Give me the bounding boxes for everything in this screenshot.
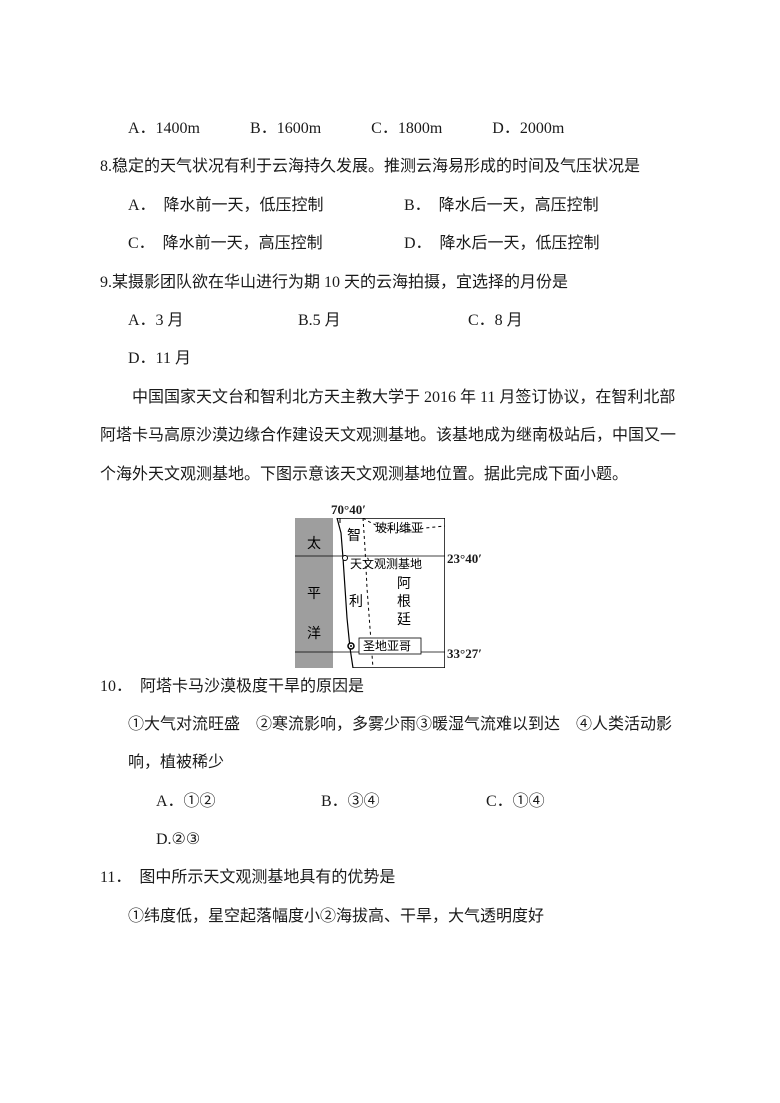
argentina-label-1: 阿 [397,576,411,592]
chile-label-1: 智 [347,528,361,544]
q11-text: 11． 图中所示天文观测基地具有的优势是 [100,859,680,897]
q9-option-c: C．8 月 [468,302,588,340]
q8-option-b: B． 降水后一天，高压控制 [404,187,680,225]
q11-stems: ①纬度低，星空起落幅度小②海拔高、干旱，大气透明度好 [100,898,680,936]
q10-option-d: D.②③ [156,821,200,859]
pacific-label-3: 洋 [307,626,321,642]
map-svg: 太 平 洋 智 利 玻利维亚 天文观测基地 阿 根 廷 圣地亚哥 [295,518,445,668]
q9-text: 9.某摄影团队欲在华山进行为期 10 天的云海拍摄，宜选择的月份是 [100,264,680,302]
q7-option-b: B．1600m [250,110,321,148]
map-figure: 70°40′ [100,502,680,668]
passage-text: 中国国家天文台和智利北方天主教大学于 2016 年 11 月签订协议，在智利北部… [100,379,680,494]
q8-option-d: D． 降水后一天，低压控制 [404,225,680,263]
pacific-label-2: 平 [307,587,321,602]
bolivia-label: 玻利维亚 [375,521,423,535]
q10-option-b: B．③④ [321,783,436,821]
q9-option-b: B.5 月 [298,302,418,340]
q9-option-a: A．3 月 [128,302,248,340]
chile-label-2: 利 [349,594,363,610]
q7-option-d: D．2000m [492,110,564,148]
q10-option-c: C．①④ [486,783,601,821]
q10-stems: ①大气对流旺盛 ②寒流影响，多雾少雨③暖湿气流难以到达 ④人类活动影响，植被稀少 [100,706,680,783]
page-content: A．1400m B．1600m C．1800m D．2000m 8.稳定的天气状… [0,0,780,986]
lat-top-label: 23°40′ [447,552,482,565]
q9-options: A．3 月 B.5 月 C．8 月 D．11 月 [100,302,680,379]
santiago-label: 圣地亚哥 [363,639,411,653]
q8-text: 8.稳定的天气状况有利于云海持久发展。推测云海易形成的时间及气压状况是 [100,148,680,186]
q9-option-d: D．11 月 [128,340,191,378]
q8-option-a: A． 降水前一天，低压控制 [128,187,404,225]
q7-option-c: C．1800m [371,110,442,148]
q7-options: A．1400m B．1600m C．1800m D．2000m [100,110,680,148]
q8-options: A． 降水前一天，低压控制 B． 降水后一天，高压控制 C． 降水前一天，高压控… [100,187,680,264]
q10-text: 10． 阿塔卡马沙漠极度干旱的原因是 [100,668,680,706]
argentina-label-2: 根 [397,594,411,610]
q10-options: A．①② B．③④ C．①④ D.②③ [100,783,680,860]
q10-option-a: A．①② [156,783,271,821]
base-label: 天文观测基地 [350,556,422,571]
q7-option-a: A．1400m [128,110,200,148]
pacific-label-1: 太 [307,536,321,552]
q8-option-c: C． 降水前一天，高压控制 [128,225,404,263]
argentina-label-3: 廷 [397,612,411,628]
longitude-label: 70°40′ [331,502,485,518]
lat-bot-label: 33°27′ [447,647,482,660]
